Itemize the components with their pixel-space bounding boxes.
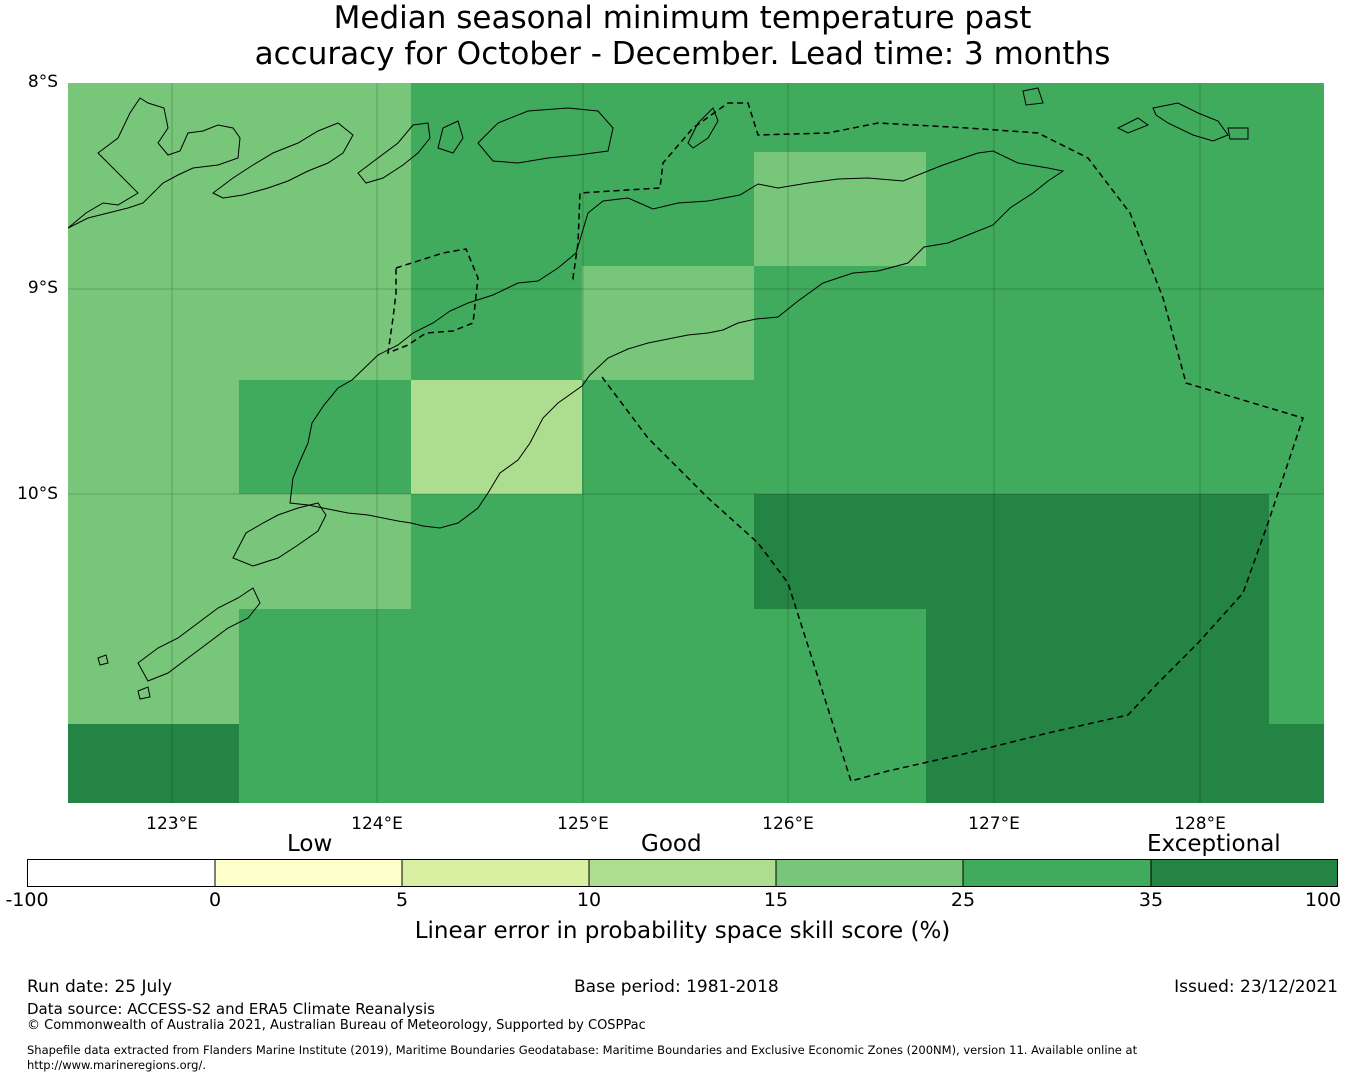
colorbar-border — [27, 859, 1338, 887]
grid-cell — [68, 380, 239, 724]
adonara-island — [212, 122, 354, 199]
island — [1152, 102, 1229, 142]
timor-island — [289, 150, 1065, 529]
rote-island — [137, 587, 261, 682]
colorbar — [27, 859, 1338, 887]
lon-label-123e: 123°E — [146, 814, 198, 834]
colorbar-tick: 0 — [208, 889, 222, 911]
lon-label-127e: 127°E — [968, 814, 1020, 834]
skill-grid-cells — [68, 83, 1324, 803]
lon-label-128e: 128°E — [1174, 814, 1226, 834]
colorbar-tick: 35 — [1138, 889, 1164, 911]
colorbar-title: Linear error in probability space skill … — [414, 918, 951, 944]
flores-island — [68, 97, 241, 229]
colorbar-tick: 5 — [395, 889, 409, 911]
grid-cell — [411, 380, 582, 494]
lembata-island — [357, 122, 431, 184]
lon-label-125e: 125°E — [557, 814, 609, 834]
island — [137, 686, 151, 700]
colorbar-tick: 15 — [763, 889, 789, 911]
title-line-1: Median seasonal minimum temperature past — [333, 0, 1032, 36]
lat-label-10s: 10°S — [17, 484, 58, 504]
lon-label-124e: 124°E — [351, 814, 403, 834]
colorbar-tick: -100 — [5, 889, 49, 911]
colorbar-segment — [402, 859, 589, 887]
shapefile-credit-line2: http://www.marineregions.org/. — [27, 1058, 206, 1072]
colorbar-segment — [27, 859, 215, 887]
base-period: Base period: 1981-2018 — [574, 977, 779, 997]
island — [687, 107, 719, 149]
colorbar-segment — [1151, 859, 1338, 887]
issued-date: Issued: 23/12/2021 — [1174, 977, 1338, 997]
eez-boundary — [387, 102, 1304, 782]
lat-label-9s: 9°S — [27, 278, 58, 298]
coastlines — [68, 87, 1249, 700]
category-label-low: Low — [287, 831, 333, 857]
data-source: Data source: ACCESS-S2 and ERA5 Climate … — [27, 1000, 435, 1018]
colorbar-segment — [215, 859, 402, 887]
grid-cell — [582, 266, 754, 380]
colorbar-segment — [776, 859, 963, 887]
lat-label-8s: 8°S — [27, 72, 58, 92]
grid-cell — [754, 494, 1269, 609]
graticule — [68, 83, 1324, 803]
lon-label-126e: 126°E — [762, 814, 814, 834]
oecusse-eez — [387, 248, 479, 355]
colorbar-tick: 25 — [950, 889, 976, 911]
colorbar-segment — [589, 859, 776, 887]
copyright: © Commonwealth of Australia 2021, Austra… — [27, 1018, 646, 1033]
shapefile-credit-line1: Shapefile data extracted from Flanders M… — [27, 1043, 1138, 1057]
island — [1022, 87, 1044, 106]
colorbar-tick: 10 — [576, 889, 602, 911]
title-line-2: accuracy for October - December. Lead ti… — [254, 36, 1111, 72]
semau-island — [232, 502, 327, 567]
island — [1227, 127, 1249, 140]
island — [1116, 117, 1150, 134]
colorbar-dividers — [214, 859, 1152, 887]
island — [437, 120, 464, 154]
wetar-island — [477, 107, 614, 164]
map-title: Median seasonal minimum temperature past… — [0, 0, 1365, 72]
grid-cell — [1269, 724, 1324, 803]
colorbar-segment — [963, 859, 1151, 887]
grid-cell — [754, 152, 926, 266]
island — [97, 654, 109, 666]
timor-leste-eez — [570, 102, 1304, 782]
category-label-good: Good — [641, 831, 702, 857]
grid-cell — [68, 724, 239, 803]
colorbar-tick: 100 — [1304, 889, 1342, 911]
grid-cell — [239, 494, 411, 609]
grid-cell — [68, 83, 411, 380]
skill-map — [68, 83, 1324, 803]
grid-cell — [926, 609, 1269, 803]
category-label-exceptional: Exceptional — [1147, 831, 1281, 857]
run-date: Run date: 25 July — [27, 977, 173, 997]
